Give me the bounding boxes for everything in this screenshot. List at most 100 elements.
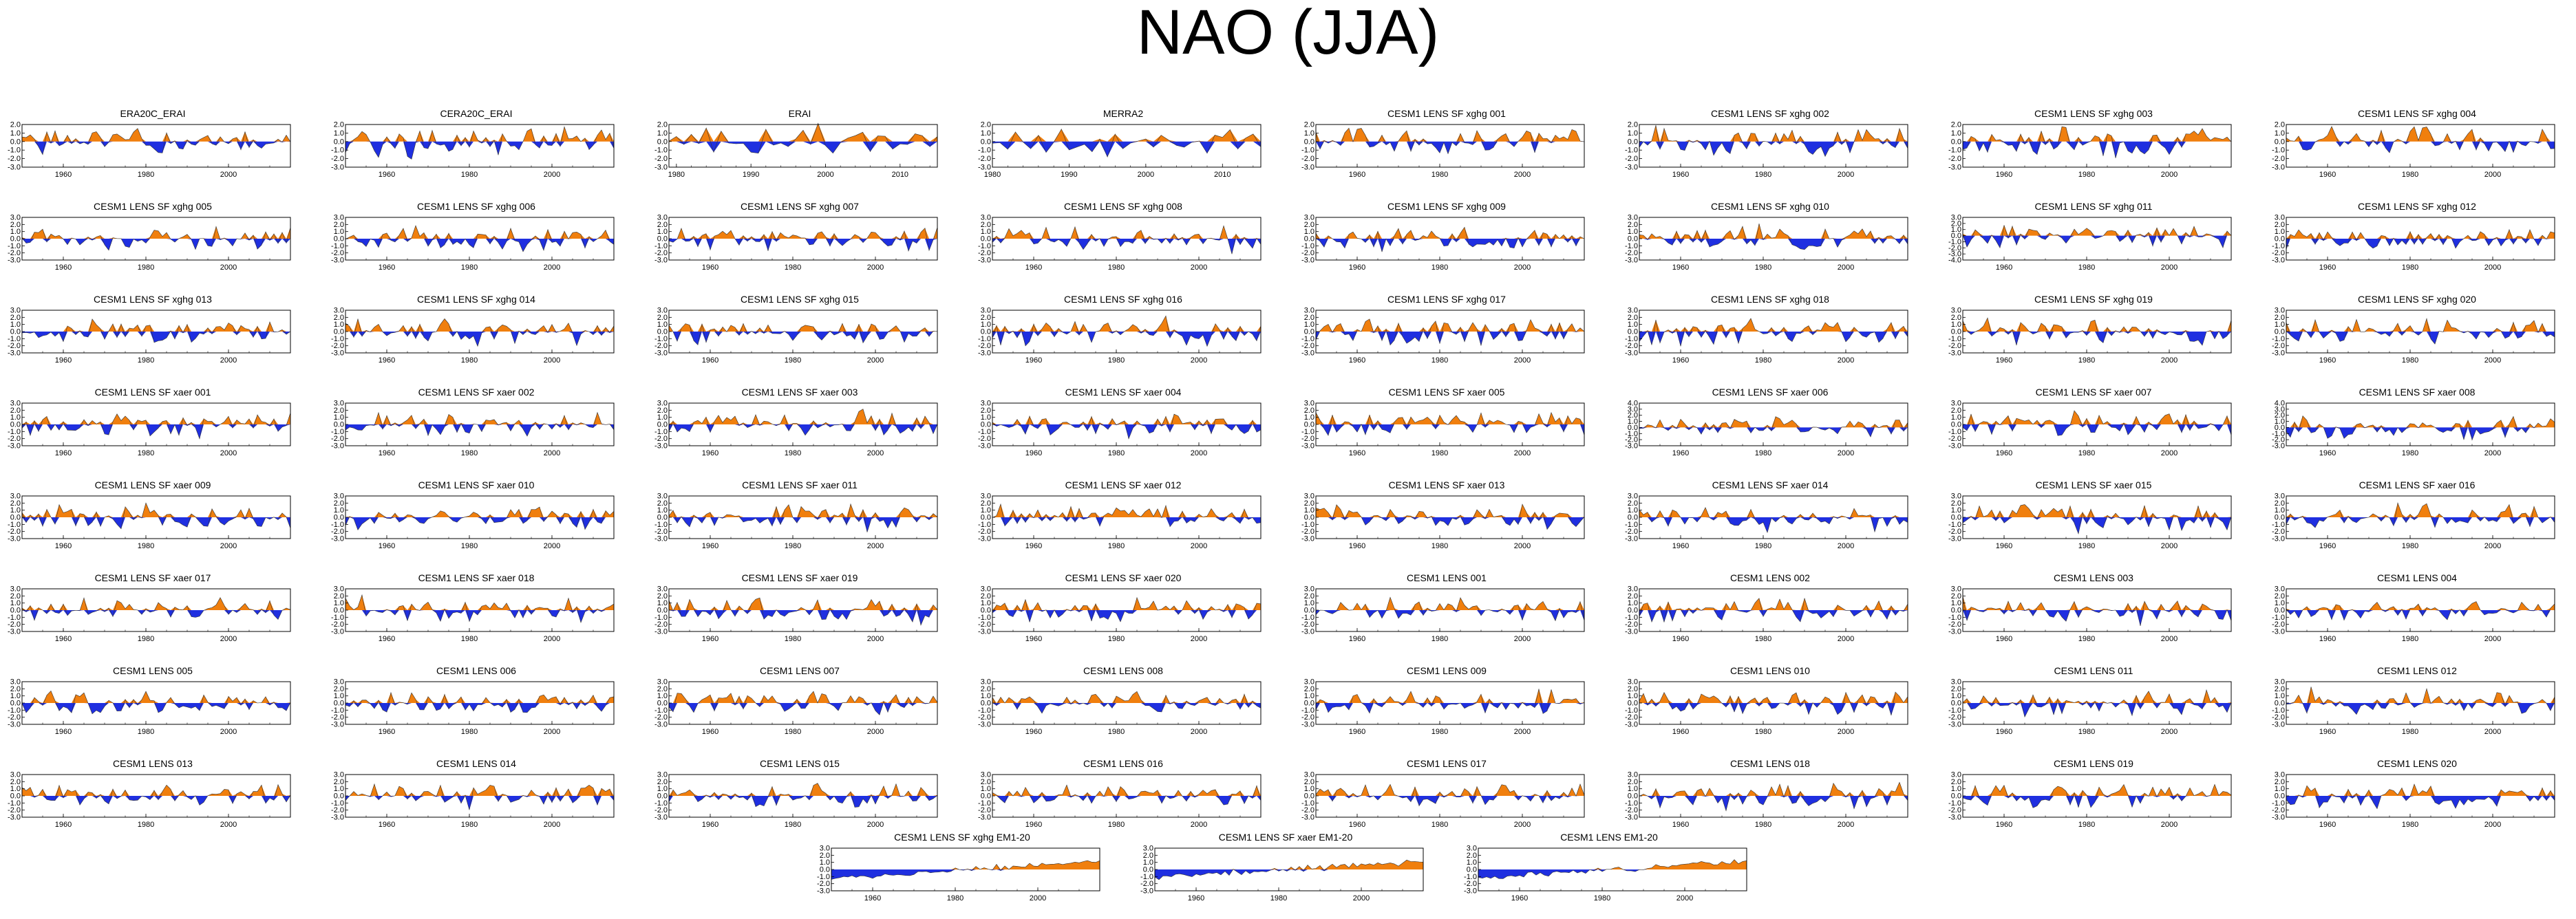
chart-panel: CESM1 LENS 012 -3.0 -2.0 -1.0 0.0 1.0 2.0 3.0 19… <box>2272 665 2562 746</box>
chart-panel: CESM1 LENS SF xaer 020 -3.0 -2.0 -1.0 0.0 1.0… <box>978 572 1268 653</box>
y-tick-label: 1.0 <box>657 228 668 236</box>
y-tick-label: 0.0 <box>1951 607 1961 615</box>
x-tick-label: 1960 <box>55 542 72 550</box>
y-tick-label: -1.0 <box>654 706 668 715</box>
y-tick-label: 1.0 <box>1304 413 1314 422</box>
y-tick-label: -1.0 <box>1301 799 1314 808</box>
panel-plot: -3.0-2.0-1.00.01.02.03.0 1960 1980 2000 <box>8 307 291 365</box>
negative-area <box>669 796 937 808</box>
y-tick-label: -3.0 <box>8 164 21 172</box>
chart-panel: CESM1 LENS EM1-20 -3.0 -2.0 -1.0 0.0 1.0 2.0 3.… <box>1464 832 1754 913</box>
x-tick-label: 2000 <box>1676 894 1693 902</box>
y-tick-label: -3.0 <box>331 442 344 451</box>
x-tick-label: 2000 <box>2161 449 2178 457</box>
x-tick-label: 2000 <box>1191 728 1207 736</box>
series-line <box>2286 686 2555 715</box>
y-tick-label: 1.0 <box>1951 129 1961 138</box>
y-tick-label: -2.0 <box>1625 436 1638 444</box>
positive-area <box>22 691 290 703</box>
y-tick-label: 3.0 <box>657 400 668 408</box>
x-tick-label: 1980 <box>1431 542 1448 550</box>
y-tick-label: -1.0 <box>331 706 344 715</box>
panel-plot: -3.0-2.0-1.00.01.02.03.0 1960 1980 2000 <box>331 400 615 457</box>
y-tick-label: 0.0 <box>981 700 991 708</box>
panel-plot: -3.0-2.0-1.00.01.02.03.0 1960 1980 2000 <box>1948 771 2232 829</box>
x-tick-label: 1980 <box>1755 728 1771 736</box>
y-tick-label: 2.0 <box>1304 314 1314 322</box>
y-tick-label: 3.0 <box>10 585 21 594</box>
series-line <box>668 503 938 532</box>
panel-plot: -3.0-2.0-1.00.01.02.03.0 1960 1980 2000 <box>1625 214 1908 272</box>
x-tick-label: 2000 <box>544 449 560 457</box>
x-tick-label: 1980 <box>785 635 801 643</box>
chart-panel: CESM1 LENS SF xaer EM1-20 -3.0 -2.0 -1.0 0.0… <box>1140 832 1430 913</box>
y-tick-label: 0.0 <box>981 514 991 522</box>
x-tick-label: 2000 <box>2484 449 2501 457</box>
y-tick-label: 1.0 <box>334 599 344 607</box>
y-tick-label: 0.0 <box>1304 235 1314 244</box>
y-tick-label: -1.0 <box>8 335 21 343</box>
y-tick-label: 3.0 <box>1304 493 1314 501</box>
panel-plot: -3.0-2.0-1.00.01.02.03.0 1960 1980 2000 <box>331 214 615 272</box>
x-tick-label: 2000 <box>544 821 560 829</box>
chart-panel: CESM1 LENS 015 -3.0 -2.0 -1.0 0.0 1.0 2.0 3.0 19… <box>654 758 944 839</box>
y-tick-label: -3.0 <box>8 814 21 822</box>
x-tick-label: 1960 <box>2319 821 2336 829</box>
y-tick-label: -1.0 <box>331 799 344 808</box>
positive-area <box>1963 595 2231 610</box>
y-tick-label: 3.0 <box>1951 771 1961 779</box>
y-tick-label: -3.0 <box>1464 887 1477 896</box>
x-tick-label: 1960 <box>1672 728 1689 736</box>
negative-area <box>1316 796 1584 806</box>
panel-plot: -3.0-2.0-1.00.01.02.03.0 1960 1980 2000 <box>1625 307 1908 365</box>
negative-area <box>22 610 290 620</box>
y-tick-label: -3.0 <box>8 628 21 636</box>
plot-frame <box>1639 402 1908 446</box>
negative-area <box>669 239 937 251</box>
x-tick-label: 2000 <box>2161 263 2178 272</box>
positive-area <box>669 504 937 517</box>
panel-title: CESM1 LENS EM1-20 <box>1560 832 1658 843</box>
panel-plot: -3.0-2.0-1.00.01.02.03.0 1960 1980 2000 <box>1948 307 2232 365</box>
y-tick-label: 0.0 <box>2275 792 2285 801</box>
positive-area <box>2286 126 2555 142</box>
y-tick-label: -2.0 <box>2272 528 2285 536</box>
series-line <box>1315 689 1585 714</box>
x-tick-label: 1980 <box>785 356 801 365</box>
chart-panel: ERAI -3.0 -2.0 -1.0 0.0 1.0 2.0 1980 1990 2000 201… <box>654 108 944 189</box>
x-tick-label: 2000 <box>2161 635 2178 643</box>
x-tick-label: 1960 <box>1996 263 2012 272</box>
series-line <box>1639 691 1908 716</box>
positive-area <box>669 598 937 610</box>
series-line <box>1639 507 1908 534</box>
panel-title: CESM1 LENS SF xaer 007 <box>2035 387 2152 398</box>
y-tick-label: -2.0 <box>8 342 21 350</box>
y-tick-label: 1.0 <box>981 228 991 236</box>
y-tick-label: 3.0 <box>1951 400 1961 408</box>
negative-area <box>992 424 1261 439</box>
panel-plot: -3.0-2.0-1.00.01.02.03.0 1960 1980 2000 <box>331 493 615 550</box>
positive-area <box>1639 782 1908 796</box>
series-line <box>2286 228 2555 250</box>
panel-title: CESM1 LENS SF xghg 010 <box>1711 201 1829 212</box>
x-tick-label: 2000 <box>1838 263 1854 272</box>
series-line <box>992 691 1262 714</box>
y-tick-label: 3.0 <box>2275 493 2285 501</box>
y-tick-label: 3.0 <box>334 585 344 594</box>
y-tick-label: -2.0 <box>1625 713 1638 722</box>
positive-area <box>1316 227 1584 239</box>
y-tick-label: -1.0 <box>978 614 991 622</box>
y-tick-label: 1.0 <box>657 506 668 515</box>
y-tick-label: 2.0 <box>981 778 991 786</box>
negative-area <box>345 332 614 347</box>
x-tick-label: 1980 <box>1108 542 1125 550</box>
negative-area <box>1316 517 1584 530</box>
x-tick-label: 1980 <box>1431 728 1448 736</box>
x-tick-label: 1980 <box>1270 894 1287 902</box>
y-tick-label: 1.0 <box>1304 692 1314 700</box>
series-line <box>21 318 291 343</box>
negative-area <box>1639 796 1908 811</box>
positive-area <box>669 323 937 332</box>
x-tick-label: 1960 <box>1996 728 2012 736</box>
x-tick-label: 1960 <box>2319 356 2336 365</box>
